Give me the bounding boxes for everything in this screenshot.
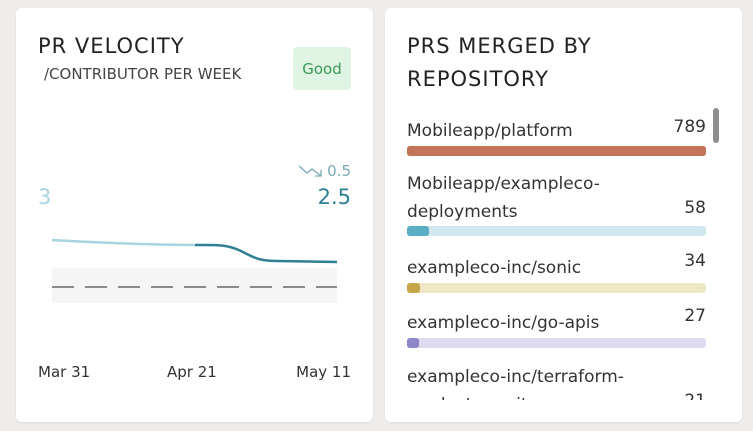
- prs-by-repository-card: PRS MERGED BY REPOSITORY Mobileapp/platf…: [385, 8, 742, 422]
- change-value: 0.5: [327, 162, 351, 180]
- pr-velocity-card: PR VELOCITY /CONTRIBUTOR PER WEEK Good 3…: [16, 8, 373, 422]
- repo-count: 21: [684, 391, 706, 400]
- repo-bar-fill: [407, 226, 429, 236]
- repo-name: Mobileapp/exampleco-deployments: [407, 174, 600, 222]
- velocity-chart: [51, 238, 338, 303]
- repo-row[interactable]: exampleco-inc/terraform-product-monit 21: [407, 363, 706, 400]
- current-trend-line: [194, 243, 338, 264]
- current-value: 2.5: [317, 185, 351, 209]
- repo-name: exampleco-inc/sonic: [407, 258, 582, 278]
- benchmark-band: [52, 268, 337, 303]
- repo-bar: [407, 146, 706, 156]
- repo-row[interactable]: Mobileapp/platform 789: [407, 117, 706, 156]
- repo-name: Mobileapp/platform: [407, 121, 573, 141]
- status-badge: Good: [293, 47, 351, 90]
- repo-row[interactable]: exampleco-inc/sonic 34: [407, 251, 706, 293]
- start-value: 3: [38, 185, 52, 209]
- repo-count: 58: [684, 198, 706, 218]
- repo-name: exampleco-inc/terraform-product-monit: [407, 367, 624, 400]
- repo-list[interactable]: Mobileapp/platform 789 Mobileapp/examplec…: [385, 8, 742, 400]
- card-title: PRS MERGED BY REPOSITORY: [407, 34, 592, 91]
- repo-bar: [407, 338, 706, 348]
- repo-bar-fill: [407, 146, 706, 156]
- repo-count: 27: [684, 306, 706, 326]
- repo-bar-fill: [407, 338, 419, 348]
- past-trend-line: [51, 238, 196, 247]
- repo-name: exampleco-inc/go-apis: [407, 313, 600, 333]
- repo-bar-fill: [407, 283, 420, 293]
- repo-count: 34: [684, 251, 706, 271]
- x-label: Apr 21: [167, 363, 217, 381]
- trend-down-icon: [298, 165, 322, 177]
- card-subtitle: /CONTRIBUTOR PER WEEK: [44, 65, 242, 83]
- repo-bar: [407, 226, 706, 236]
- scrollbar[interactable]: [713, 108, 719, 143]
- x-label: Mar 31: [38, 363, 91, 381]
- repo-row[interactable]: exampleco-inc/go-apis 27: [407, 306, 706, 348]
- card-title: PR VELOCITY: [38, 34, 185, 58]
- repo-count: 789: [673, 117, 706, 137]
- x-label: May 11: [296, 363, 351, 381]
- repo-row[interactable]: Mobileapp/exampleco-deployments 58: [407, 170, 706, 236]
- repo-bar: [407, 283, 706, 293]
- change-indicator: 0.5: [298, 162, 351, 180]
